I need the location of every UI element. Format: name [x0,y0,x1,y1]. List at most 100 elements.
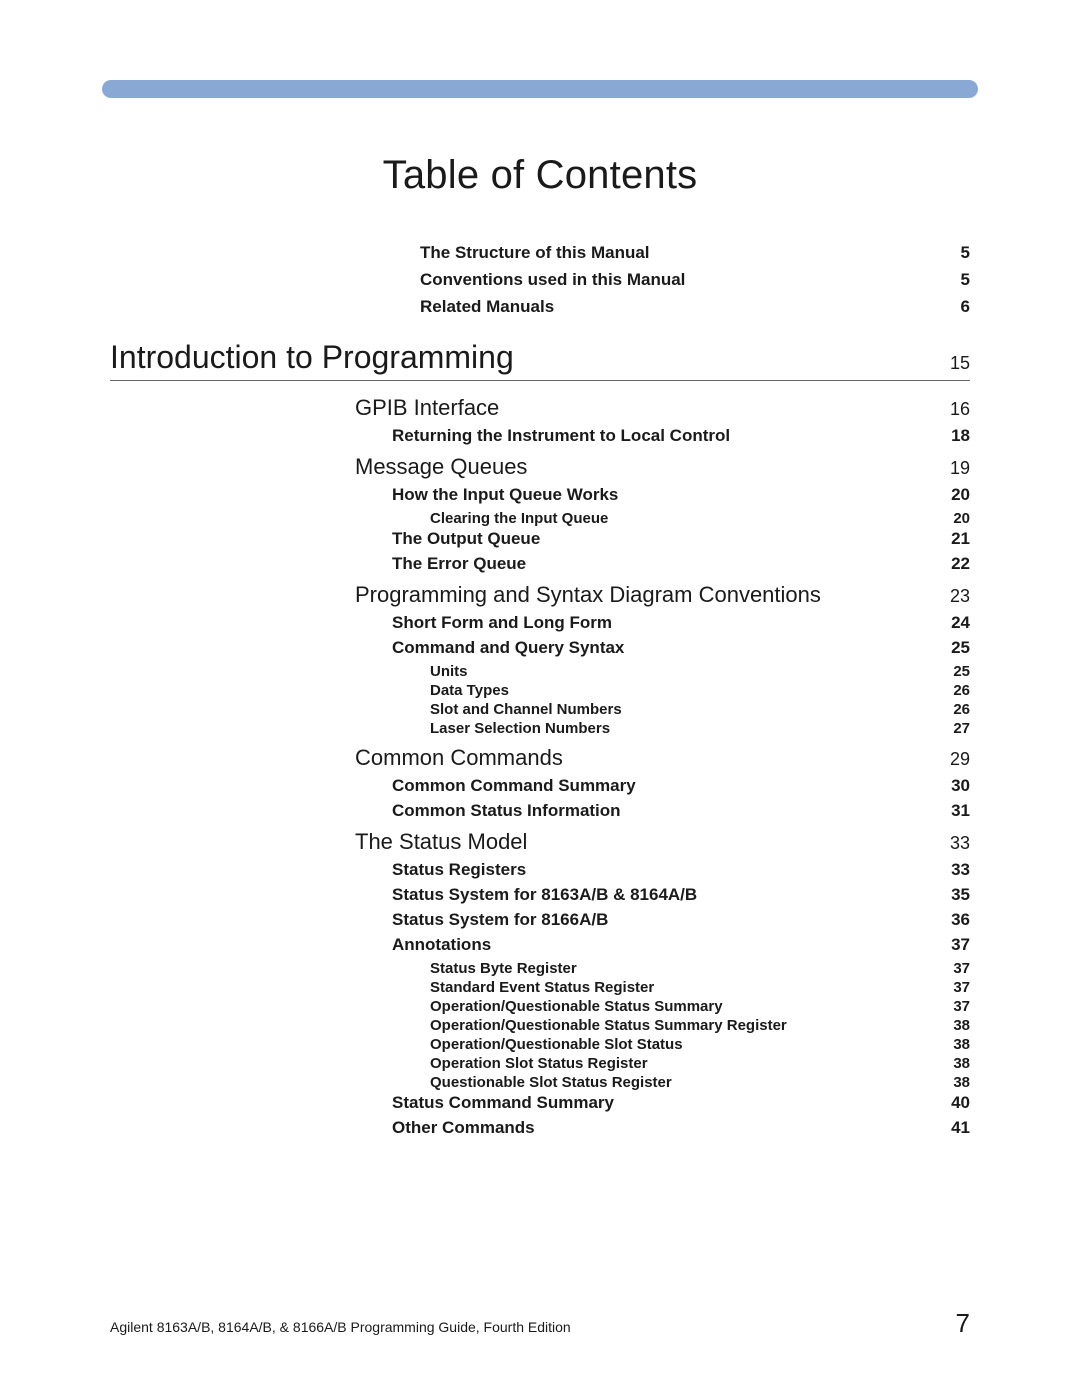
toc-label: The Output Queue [392,529,925,549]
toc-subsubsection: Standard Event Status Register 37 [110,979,970,996]
toc-subsection: Status System for 8166A/B 36 [110,910,970,930]
toc-subsubsection: Data Types 26 [110,682,970,699]
toc-page: 38 [925,1055,970,1072]
toc-entry: Conventions used in this Manual 5 [110,270,970,290]
toc-subsubsection: Laser Selection Numbers 27 [110,720,970,737]
toc-label: Other Commands [392,1118,925,1138]
toc-label: Data Types [430,682,925,699]
toc-label: GPIB Interface [355,395,925,421]
toc-label: Programming and Syntax Diagram Conventio… [355,582,925,608]
toc-label: Operation/Questionable Status Summary [430,998,925,1015]
toc-label: Related Manuals [420,297,925,317]
toc-section: Programming and Syntax Diagram Conventio… [110,582,970,608]
toc-label: Short Form and Long Form [392,613,925,633]
toc-label: How the Input Queue Works [392,485,925,505]
toc-page: 36 [925,910,970,930]
toc-subsubsection: Slot and Channel Numbers 26 [110,701,970,718]
toc-page: 20 [925,510,970,527]
toc-subsubsection: Operation/Questionable Status Summary Re… [110,1017,970,1034]
toc-page: 26 [925,682,970,699]
toc-page: 38 [925,1074,970,1091]
toc-page: 27 [925,720,970,737]
toc-subsection: The Output Queue 21 [110,529,970,549]
toc-subsubsection: Operation/Questionable Slot Status 38 [110,1036,970,1053]
toc-page: 21 [925,529,970,549]
toc-label: Common Command Summary [392,776,925,796]
toc-label: Questionable Slot Status Register [430,1074,925,1091]
toc-subsection: Common Command Summary 30 [110,776,970,796]
toc-subsubsection: Questionable Slot Status Register 38 [110,1074,970,1091]
toc-page: 5 [925,270,970,290]
toc-label: Message Queues [355,454,925,480]
toc-page: 37 [925,998,970,1015]
toc-label: Status System for 8163A/B & 8164A/B [392,885,925,905]
toc-subsubsection: Status Byte Register 37 [110,960,970,977]
toc-subsection: How the Input Queue Works 20 [110,485,970,505]
toc-entry: Related Manuals 6 [110,297,970,317]
toc-subsection: Status System for 8163A/B & 8164A/B 35 [110,885,970,905]
chapter-label: Introduction to Programming [110,339,925,380]
footer-page-number: 7 [956,1308,970,1339]
toc-page: 25 [925,663,970,680]
toc-page: 6 [925,297,970,317]
toc-label: Operation/Questionable Slot Status [430,1036,925,1053]
toc-label: Status Registers [392,860,925,880]
toc-label: Status Command Summary [392,1093,925,1113]
toc-page: 30 [925,776,970,796]
toc-subsection: The Error Queue 22 [110,554,970,574]
toc-subsubsection: Operation/Questionable Status Summary 37 [110,998,970,1015]
toc-subsection: Status Registers 33 [110,860,970,880]
toc-label: Common Status Information [392,801,925,821]
toc-page: 16 [925,399,970,420]
toc-subsection: Annotations 37 [110,935,970,955]
toc-page: 31 [925,801,970,821]
page-footer: Agilent 8163A/B, 8164A/B, & 8166A/B Prog… [110,1308,970,1339]
toc-section: Message Queues 19 [110,454,970,480]
toc-section: Common Commands 29 [110,745,970,771]
toc-page: 26 [925,701,970,718]
toc-entry: The Structure of this Manual 5 [110,243,970,263]
toc-subsection: Status Command Summary 40 [110,1093,970,1113]
toc-label: Operation/Questionable Status Summary Re… [430,1017,925,1034]
toc-page: 19 [925,458,970,479]
toc-page: 37 [925,935,970,955]
header-accent-bar [102,80,978,98]
toc-page: 38 [925,1017,970,1034]
chapter-page: 15 [925,353,970,380]
toc-label: Conventions used in this Manual [420,270,925,290]
toc-page: 35 [925,885,970,905]
toc-page: 23 [925,586,970,607]
toc-label: Status Byte Register [430,960,925,977]
toc-label: Command and Query Syntax [392,638,925,658]
toc-page: 20 [925,485,970,505]
toc-section: The Status Model 33 [110,829,970,855]
toc-subsection: Returning the Instrument to Local Contro… [110,426,970,446]
toc-label: The Structure of this Manual [420,243,925,263]
toc-label: Slot and Channel Numbers [430,701,925,718]
toc-subsubsection: Operation Slot Status Register 38 [110,1055,970,1072]
page-title: Table of Contents [110,153,970,198]
toc-page: 40 [925,1093,970,1113]
toc-page: 33 [925,833,970,854]
toc-label: Status System for 8166A/B [392,910,925,930]
toc-page: 29 [925,749,970,770]
toc-label: Returning the Instrument to Local Contro… [392,426,925,446]
footer-text: Agilent 8163A/B, 8164A/B, & 8166A/B Prog… [110,1319,571,1335]
toc-page: 18 [925,426,970,446]
toc-page: 25 [925,638,970,658]
toc-label: Common Commands [355,745,925,771]
document-page: Table of Contents The Structure of this … [0,0,1080,1203]
toc-page: 37 [925,960,970,977]
toc-section: GPIB Interface 16 [110,395,970,421]
toc-label: Standard Event Status Register [430,979,925,996]
toc-label: Clearing the Input Queue [430,510,925,527]
toc-page: 38 [925,1036,970,1053]
toc-page: 5 [925,243,970,263]
toc-label: The Error Queue [392,554,925,574]
toc-label: Annotations [392,935,925,955]
toc-label: Laser Selection Numbers [430,720,925,737]
toc-page: 37 [925,979,970,996]
toc-page: 22 [925,554,970,574]
toc-subsection: Common Status Information 31 [110,801,970,821]
toc-page: 33 [925,860,970,880]
